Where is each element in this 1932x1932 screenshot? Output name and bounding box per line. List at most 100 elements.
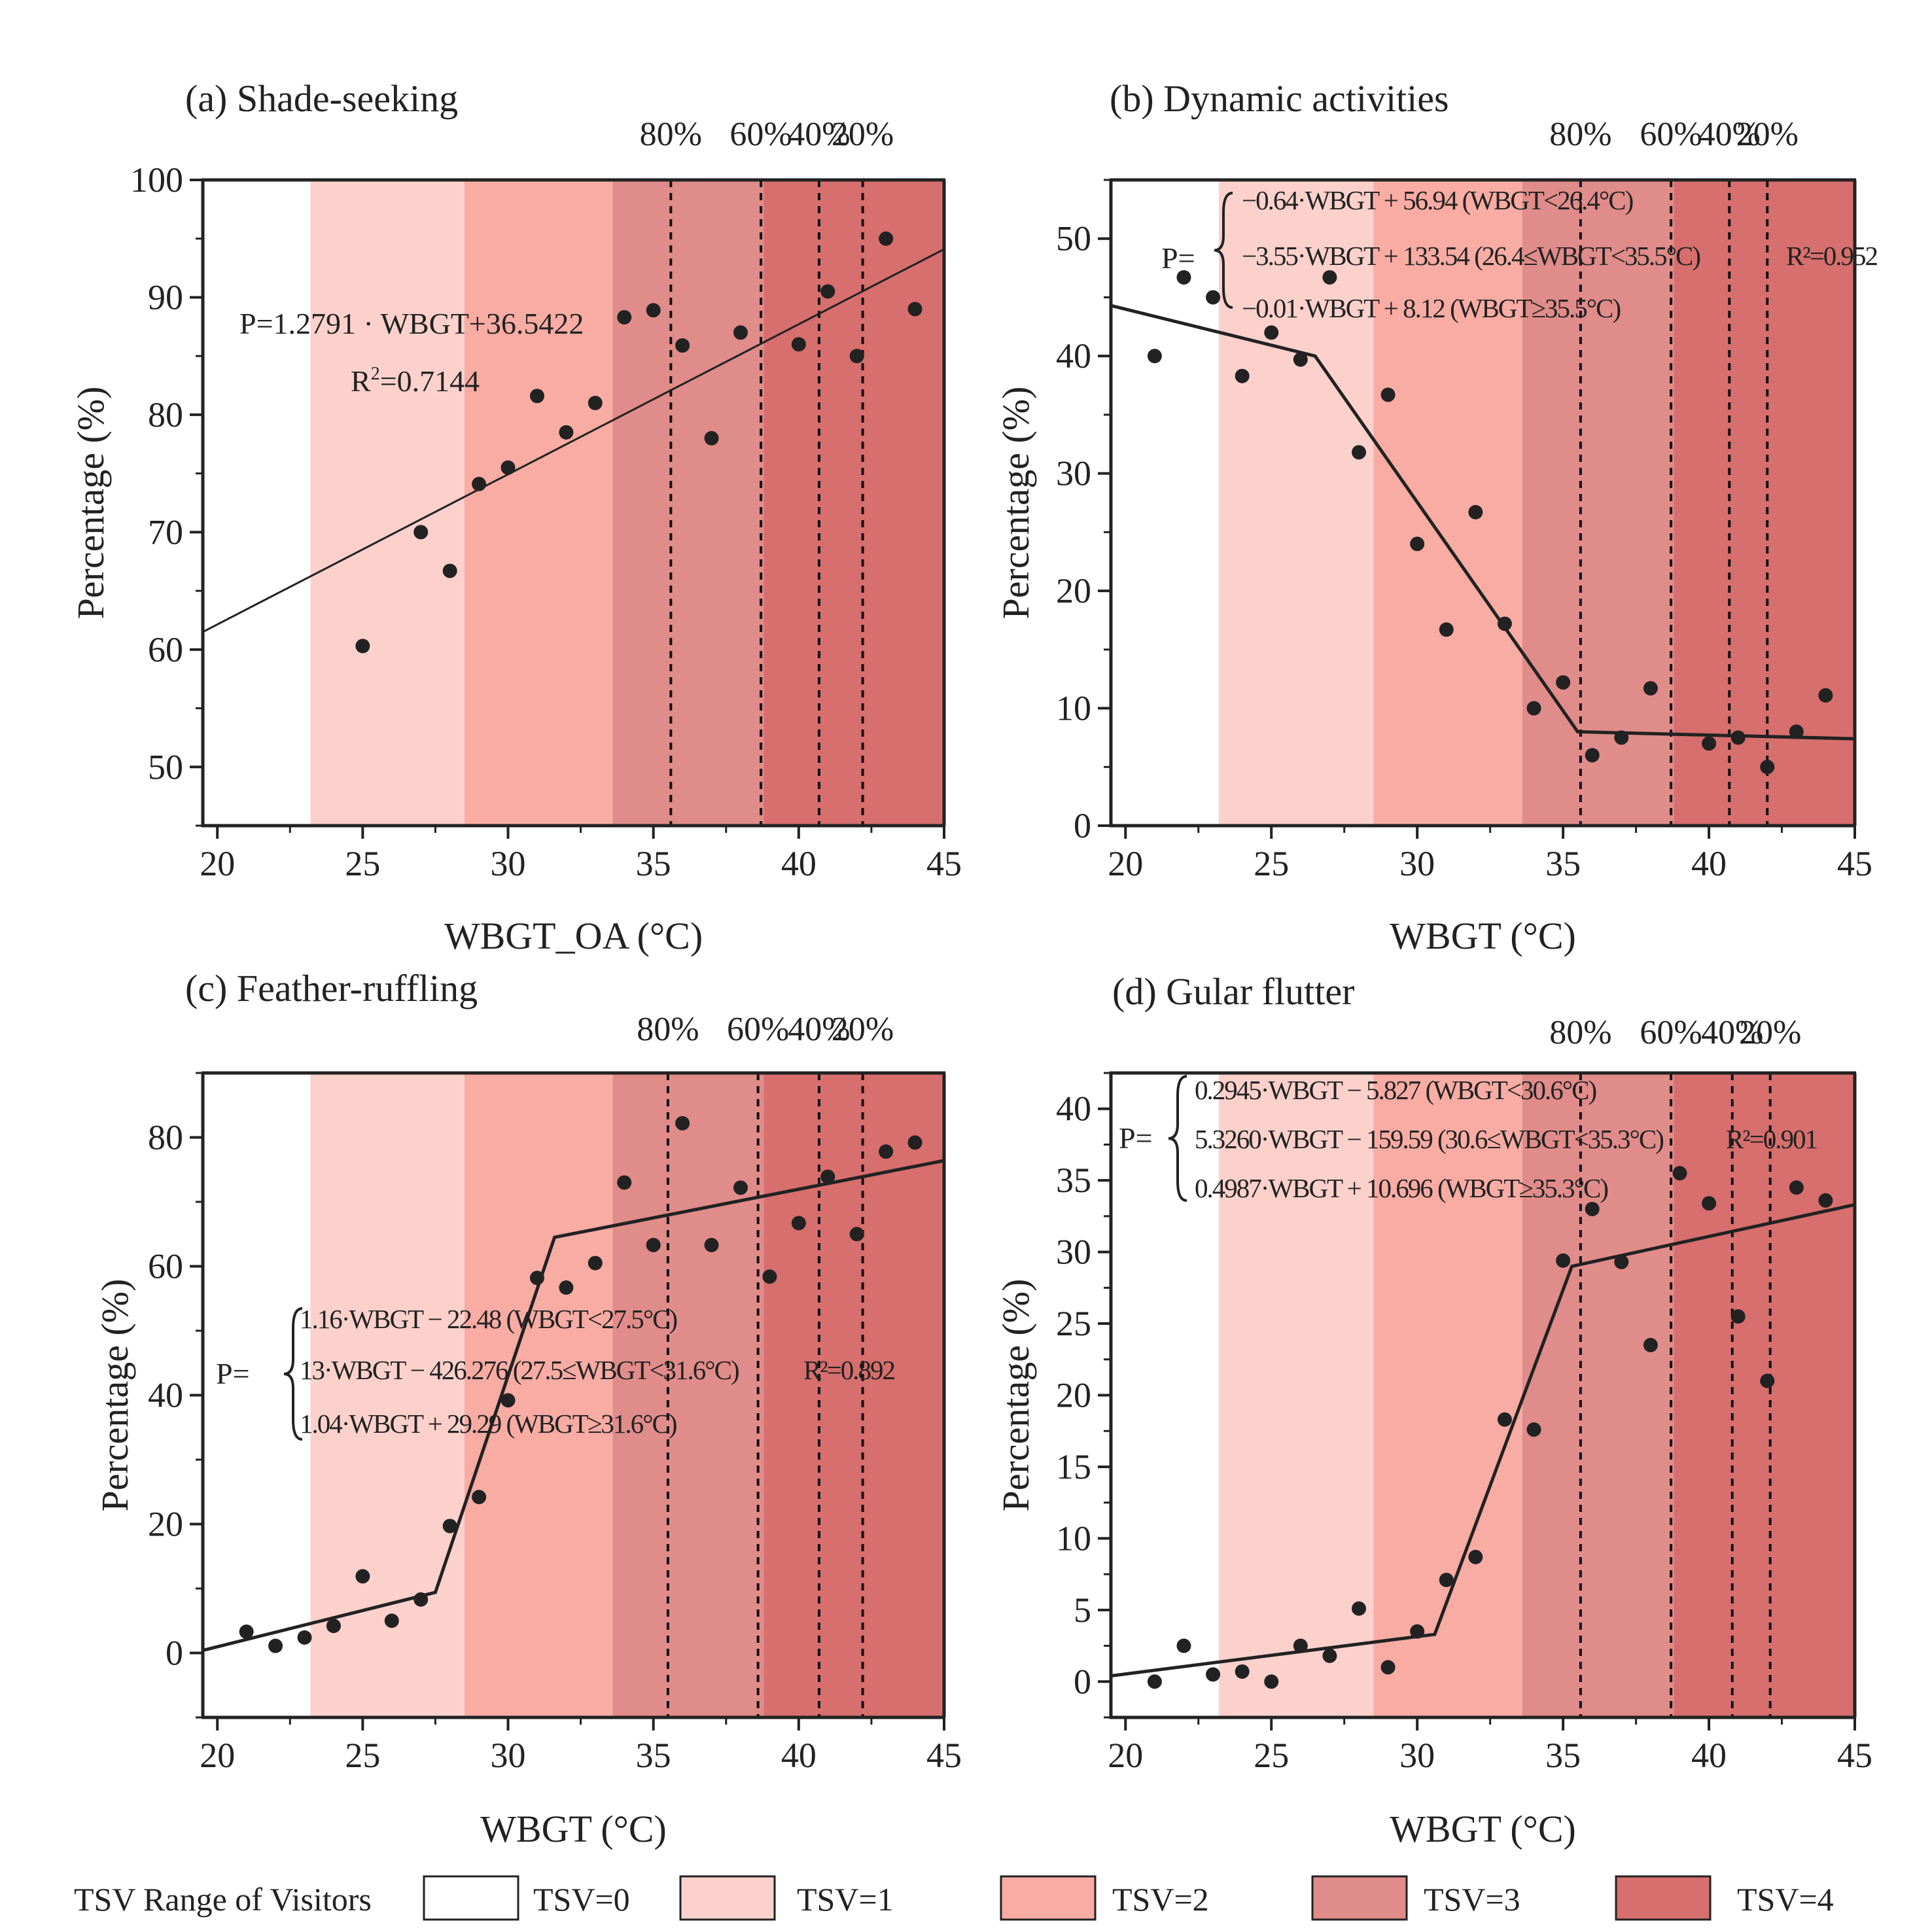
y-tick-label: 0 [1074, 1662, 1091, 1701]
data-point [1206, 1667, 1221, 1682]
data-point [879, 231, 894, 246]
data-point [1643, 1337, 1658, 1352]
eq-prefix: P= [1119, 1121, 1153, 1155]
data-point [1730, 730, 1746, 745]
legend-label-tsv2: TSV=2 [1112, 1881, 1209, 1918]
x-tick-label: 35 [636, 1736, 671, 1775]
data-point [1614, 1254, 1629, 1269]
data-point [1556, 1253, 1571, 1268]
data-point [529, 1271, 544, 1286]
panel-title: (c) Feather-ruffling [185, 967, 478, 1010]
y-tick-label: 0 [1074, 806, 1091, 845]
data-point [588, 395, 603, 410]
data-point [1702, 1196, 1717, 1211]
data-point [1702, 736, 1717, 751]
fit-line [203, 248, 944, 633]
panel-d: 80% 60%40%20% 20 25 30 35 40 45 0 5 10 15 20 25 30 35 40… [994, 970, 1872, 1850]
brace [1168, 1075, 1187, 1202]
eq-prefix: P= [1161, 241, 1195, 275]
x-tick-label: 40 [1691, 1736, 1727, 1775]
y-tick-label: 70 [148, 512, 183, 552]
brace [283, 1307, 303, 1441]
data-point [1235, 368, 1250, 383]
data-point [239, 1624, 254, 1639]
tsv4-band [1674, 1073, 1855, 1717]
data-point [529, 389, 544, 404]
percentile-label: 60% [1640, 116, 1702, 153]
data-point [1176, 1638, 1191, 1653]
data-point [1352, 445, 1366, 460]
data-point [1760, 1373, 1775, 1388]
data-point [1352, 1601, 1366, 1616]
eq-line-2: 5.3260·WBGT − 159.59 (30.6≤WBGT<35.3°C) [1195, 1124, 1663, 1154]
y-tick-label: 20 [1056, 571, 1091, 610]
y-tick-label: 15 [1056, 1447, 1091, 1486]
eq-line-2: −3.55·WBGT + 133.54 (26.4≤WBGT<35.5°C) [1242, 241, 1700, 271]
tsv2-band [464, 1073, 613, 1717]
x-axis-label: WBGT (°C) [480, 1808, 667, 1850]
data-point [1176, 270, 1191, 285]
data-point [849, 1227, 864, 1242]
data-point [501, 1393, 516, 1408]
data-point [1760, 760, 1775, 775]
legend-swatch-tsv4 [1615, 1875, 1712, 1921]
eq-prefix: P= [216, 1357, 250, 1390]
percentile-label: 80% [1549, 116, 1611, 153]
data-point [762, 1269, 777, 1284]
data-point [442, 1519, 457, 1534]
eq-line-1: −0.64·WBGT + 56.94 (WBGT<26.4°C) [1242, 185, 1633, 215]
x-tick-label: 40 [781, 844, 817, 883]
data-point [472, 1490, 487, 1505]
data-point [442, 563, 457, 578]
x-axis-label: WBGT (°C) [1390, 915, 1576, 957]
tsv2-band [1373, 180, 1522, 826]
data-point [297, 1630, 312, 1645]
data-point [1322, 1648, 1337, 1663]
percentile-label: 20% [1736, 116, 1799, 153]
percentile-label: 20% [832, 116, 894, 153]
y-tick-label: 40 [1056, 1089, 1091, 1129]
data-point [1293, 352, 1308, 367]
r-squared: R²=0.952 [1786, 241, 1878, 271]
data-point [501, 460, 516, 475]
eq-line-3: 1.04·WBGT + 29.29 (WBGT≥31.6°C) [300, 1409, 676, 1439]
data-point [617, 309, 632, 325]
y-tick-label: 25 [1056, 1304, 1091, 1343]
y-tick-label: 100 [130, 160, 183, 200]
data-point [1380, 387, 1396, 402]
data-point [1497, 616, 1512, 631]
r-squared-sup: 2 [371, 364, 380, 384]
x-tick-label: 45 [1837, 1736, 1872, 1775]
panel-b: 80% 60%40%20% 20 25 30 35 40 45 0 10 20 30 40 50 (b) D… [994, 77, 1879, 957]
y-tick-label: 80 [148, 395, 183, 434]
data-point [472, 476, 487, 491]
y-tick-label: 40 [148, 1376, 183, 1415]
data-point [820, 284, 835, 299]
tsv3-band [1522, 180, 1674, 826]
legend-label-tsv3: TSV=3 [1424, 1881, 1520, 1918]
y-tick-label: 80 [148, 1118, 183, 1157]
y-axis-label: Percentage (%) [994, 1279, 1037, 1512]
r-squared: R²=0.901 [1726, 1124, 1818, 1154]
data-point [1789, 1180, 1804, 1195]
eq-line-1: 1.16·WBGT − 22.48 (WBGT<27.5°C) [300, 1304, 676, 1334]
data-point [384, 1613, 399, 1628]
y-tick-label: 20 [148, 1505, 183, 1544]
panel-title: (a) Shade-seeking [185, 77, 458, 120]
y-tick-label: 35 [1056, 1161, 1091, 1200]
percentile-label: 20% [1739, 1014, 1801, 1051]
eq-line-1: 0.2945·WBGT − 5.827 (WBGT<30.6°C) [1195, 1075, 1596, 1105]
y-axis-label: Percentage (%) [94, 1279, 136, 1512]
tsv3-band [612, 180, 764, 826]
percentile-label: 40% [788, 116, 850, 153]
data-point [1206, 290, 1221, 305]
data-point [675, 338, 690, 353]
data-point [791, 1216, 806, 1231]
panel-title: (b) Dynamic activities [1110, 77, 1449, 120]
fit-equation: P=1.2791 · WBGT+36.5422 [239, 307, 584, 340]
data-point [791, 337, 806, 352]
panel-a: 80% 60%40%20% 20 25 30 35 40 45 50 60 70 80 90 100(a)… [69, 77, 962, 957]
data-point [1322, 270, 1337, 285]
y-tick-label: 10 [1056, 689, 1091, 728]
